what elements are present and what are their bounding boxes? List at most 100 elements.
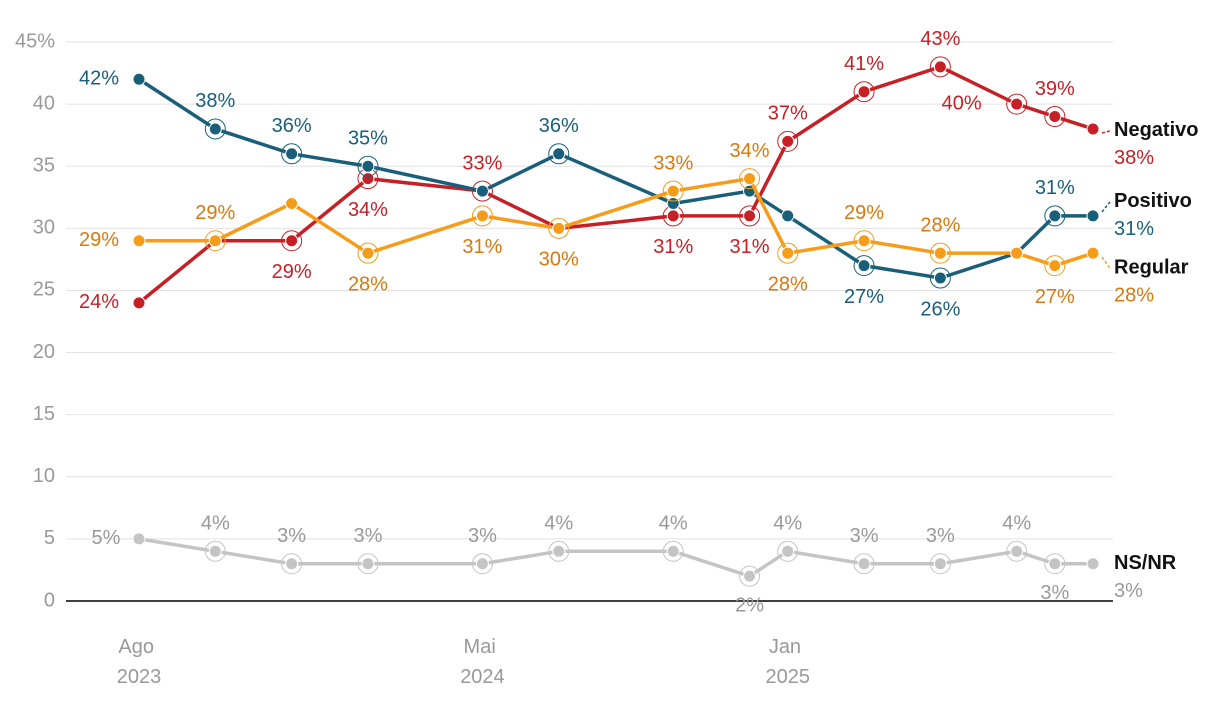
point	[285, 196, 299, 210]
point	[132, 532, 146, 546]
point	[1010, 544, 1024, 558]
point	[552, 221, 566, 235]
value-label: 2%	[735, 594, 764, 616]
point	[1048, 110, 1062, 124]
y-tick-label: 30	[33, 217, 55, 239]
value-label: 4%	[544, 513, 573, 535]
leader	[1101, 130, 1111, 134]
value-label: 3%	[468, 525, 497, 547]
value-label: 3%	[354, 525, 383, 547]
point-ring	[777, 540, 799, 562]
line	[138, 77, 1093, 280]
point	[743, 172, 757, 186]
point	[1048, 209, 1062, 223]
point	[743, 569, 757, 583]
point	[1010, 246, 1024, 260]
point-ring	[739, 565, 761, 587]
point	[475, 209, 489, 223]
point	[933, 246, 947, 260]
point	[857, 234, 871, 248]
point	[208, 234, 222, 248]
point	[552, 147, 566, 161]
point-ring	[929, 553, 951, 575]
point-ring	[471, 553, 493, 575]
value-label: 43%	[920, 28, 960, 50]
point-ring	[281, 143, 303, 165]
point-ring	[204, 118, 226, 140]
value-label: 4%	[201, 513, 230, 535]
value-label: 33%	[653, 152, 693, 174]
value-label: 28%	[768, 273, 808, 295]
y-tick-label: 15	[33, 403, 55, 425]
point-ring	[1044, 205, 1066, 227]
point	[933, 271, 947, 285]
point	[1086, 557, 1100, 571]
point	[132, 72, 146, 86]
point-ring	[777, 242, 799, 264]
point	[1010, 97, 1024, 111]
point	[857, 85, 871, 99]
point-ring	[853, 255, 875, 277]
point-ring	[357, 155, 379, 177]
value-label: 4%	[659, 513, 688, 535]
value-label: 27%	[1035, 286, 1075, 308]
legend-label: Positivo	[1114, 190, 1192, 212]
x-tick-label: Mai 2024	[460, 636, 505, 688]
line	[139, 176, 1094, 268]
legend-label: Regular	[1114, 256, 1189, 278]
point-ring	[281, 553, 303, 575]
line	[137, 65, 1094, 305]
point-ring	[777, 130, 799, 152]
value-label: 29%	[844, 202, 884, 224]
point	[743, 209, 757, 223]
point-ring	[204, 540, 226, 562]
y-tick-label: 35	[33, 155, 55, 177]
value-label: 31%	[462, 236, 502, 258]
x-tick-label: Jan 2025	[765, 636, 810, 688]
point	[1086, 246, 1100, 260]
value-label: 5%	[92, 527, 121, 549]
point-ring	[853, 81, 875, 103]
point-ring	[929, 267, 951, 289]
point-ring	[662, 180, 684, 202]
point	[781, 209, 795, 223]
point	[361, 172, 375, 186]
value-label: 26%	[920, 298, 960, 320]
point	[666, 196, 680, 210]
leader	[1101, 201, 1111, 213]
point	[857, 259, 871, 273]
point-ring	[204, 230, 226, 252]
value-label: 28%	[348, 273, 388, 295]
point	[933, 60, 947, 74]
point-ring	[548, 217, 570, 239]
point	[552, 544, 566, 558]
point	[1048, 259, 1062, 273]
value-label: 27%	[844, 286, 884, 308]
legend-label: Negativo	[1114, 119, 1198, 141]
point	[132, 296, 146, 310]
value-label: 37%	[768, 103, 808, 125]
value-label: 34%	[730, 140, 770, 162]
point-ring	[548, 540, 570, 562]
value-label: 34%	[348, 199, 388, 221]
point	[361, 246, 375, 260]
value-label: 31%	[1035, 177, 1075, 199]
value-label: 3%	[1040, 582, 1069, 604]
value-label: 40%	[942, 92, 982, 114]
value-label: 3%	[850, 525, 879, 547]
leader	[1101, 256, 1111, 269]
point-ring	[357, 242, 379, 264]
value-label: 29%	[79, 229, 119, 251]
point	[781, 134, 795, 148]
value-label: 4%	[1002, 513, 1031, 535]
value-label: 31%	[1114, 218, 1154, 240]
point-ring	[853, 553, 875, 575]
value-label: 3%	[926, 525, 955, 547]
value-label: 42%	[79, 68, 119, 90]
point-ring	[1044, 106, 1066, 128]
point	[285, 557, 299, 571]
value-label: 28%	[1114, 284, 1154, 306]
value-label: 38%	[195, 90, 235, 112]
point	[781, 246, 795, 260]
